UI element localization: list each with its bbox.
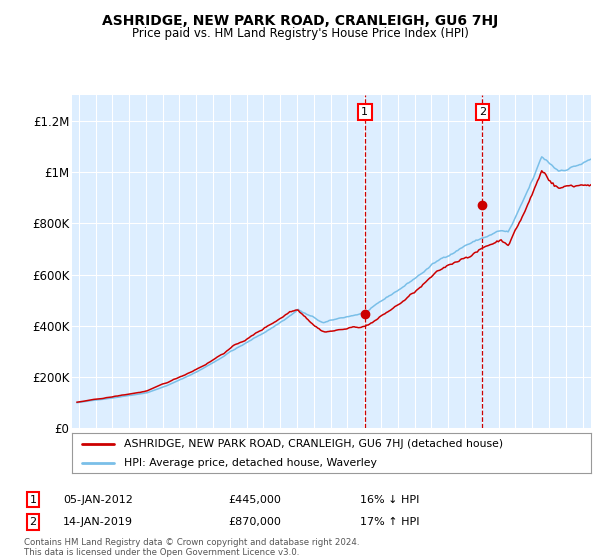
Text: Contains HM Land Registry data © Crown copyright and database right 2024.
This d: Contains HM Land Registry data © Crown c…: [24, 538, 359, 557]
Text: £870,000: £870,000: [228, 517, 281, 527]
Text: 2: 2: [479, 107, 486, 117]
Text: ASHRIDGE, NEW PARK ROAD, CRANLEIGH, GU6 7HJ (detached house): ASHRIDGE, NEW PARK ROAD, CRANLEIGH, GU6 …: [124, 439, 503, 449]
Text: 05-JAN-2012: 05-JAN-2012: [63, 494, 133, 505]
Text: 16% ↓ HPI: 16% ↓ HPI: [360, 494, 419, 505]
Text: 2: 2: [29, 517, 37, 527]
Text: Price paid vs. HM Land Registry's House Price Index (HPI): Price paid vs. HM Land Registry's House …: [131, 27, 469, 40]
Text: ASHRIDGE, NEW PARK ROAD, CRANLEIGH, GU6 7HJ: ASHRIDGE, NEW PARK ROAD, CRANLEIGH, GU6 …: [102, 14, 498, 28]
Text: HPI: Average price, detached house, Waverley: HPI: Average price, detached house, Wave…: [124, 458, 377, 468]
Text: 1: 1: [361, 107, 368, 117]
Text: £445,000: £445,000: [228, 494, 281, 505]
Text: 14-JAN-2019: 14-JAN-2019: [63, 517, 133, 527]
Text: 1: 1: [29, 494, 37, 505]
Text: 17% ↑ HPI: 17% ↑ HPI: [360, 517, 419, 527]
